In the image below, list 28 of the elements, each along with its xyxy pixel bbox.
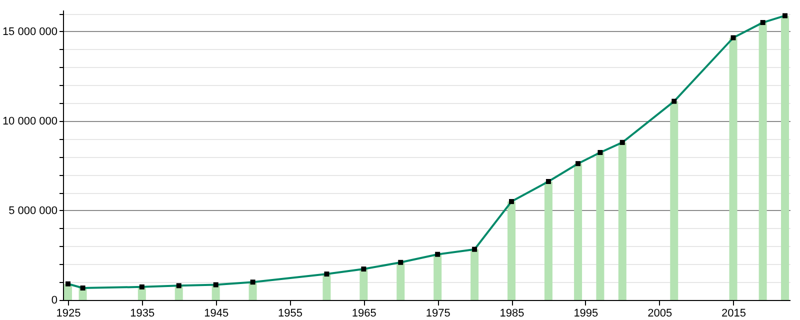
- x-tick-label: 1975: [426, 308, 450, 320]
- x-tick-label: 2005: [648, 308, 672, 320]
- bar: [670, 101, 678, 300]
- bar: [574, 164, 582, 300]
- bar: [508, 202, 516, 300]
- x-tick-label: 1945: [204, 308, 229, 320]
- y-tick-label: 10 000 000: [2, 115, 58, 128]
- x-tick-label: 1925: [56, 308, 81, 320]
- y-tick-label: 15 000 000: [2, 26, 58, 38]
- bar: [618, 142, 626, 300]
- bar: [434, 254, 442, 300]
- y-tick-label: 5 000 000: [8, 204, 58, 217]
- x-tick-label: 1955: [278, 308, 302, 320]
- bar: [729, 38, 738, 300]
- bar: [360, 269, 368, 300]
- bar: [544, 181, 552, 300]
- bar: [470, 249, 479, 300]
- bar: [322, 274, 331, 300]
- x-tick-label: 1935: [130, 308, 155, 320]
- x-tick-label: 2015: [722, 308, 746, 320]
- bar: [758, 22, 767, 300]
- bar: [396, 262, 405, 300]
- y-tick-label: 0: [51, 294, 58, 306]
- x-tick-label: 1985: [500, 308, 524, 320]
- x-tick-label: 1995: [574, 308, 598, 320]
- bar: [781, 16, 789, 300]
- bar: [596, 152, 604, 300]
- x-tick-label: 1965: [352, 308, 376, 320]
